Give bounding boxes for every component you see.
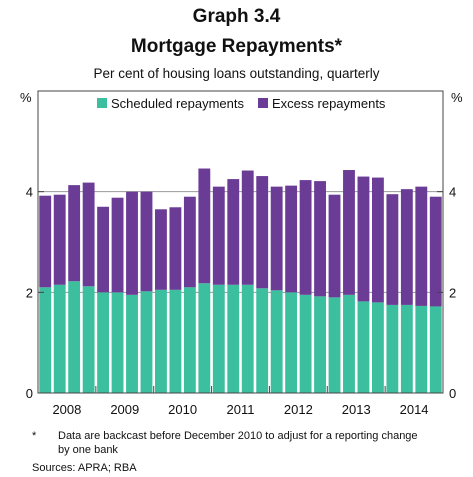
bar-scheduled [111, 292, 124, 393]
bar-scheduled [241, 284, 254, 393]
plot-frame [37, 90, 444, 394]
bar-scheduled [227, 284, 240, 393]
bar-excess [111, 197, 124, 293]
bar-excess [299, 180, 312, 295]
bar-scheduled [169, 289, 182, 393]
bar-scheduled [97, 292, 110, 393]
legend-swatch-scheduled [97, 98, 107, 108]
bar-scheduled [357, 301, 370, 393]
bar-excess [155, 209, 167, 290]
y-tick-label-right: 4 [449, 185, 456, 200]
bar-excess [343, 170, 355, 295]
bar-excess [39, 195, 52, 288]
bar-scheduled [415, 305, 428, 393]
bar-excess [371, 177, 384, 303]
bar-scheduled [371, 302, 384, 393]
footnote-marker: * [32, 430, 37, 442]
bar-scheduled [53, 284, 66, 393]
legend-label-excess: Excess repayments [272, 96, 386, 111]
bar-excess [183, 196, 196, 288]
bar-excess [169, 207, 182, 290]
bar-scheduled [270, 290, 283, 393]
bar-scheduled [198, 283, 211, 393]
y-tick-label-right: 2 [449, 285, 456, 300]
bar-excess [429, 196, 442, 307]
left-axis-unit: % [20, 90, 32, 105]
sources-note: Sources: APRA; RBA [32, 462, 137, 474]
bar-scheduled [82, 286, 95, 393]
bar-excess [328, 194, 341, 298]
bar-scheduled [126, 294, 138, 393]
bar-excess [126, 191, 138, 295]
bar-excess [97, 206, 110, 293]
bar-scheduled [429, 306, 442, 393]
bar-excess [400, 189, 413, 305]
y-tick-label-left: 2 [26, 285, 33, 300]
right-axis-unit: % [451, 90, 463, 105]
bar-excess [241, 170, 254, 285]
bar-excess [140, 191, 153, 292]
bar-excess [53, 194, 66, 285]
bar-excess [227, 179, 240, 285]
bar-excess [314, 181, 326, 297]
bar-scheduled [386, 304, 399, 393]
legend-swatch-excess [258, 98, 268, 108]
bar-scheduled [155, 289, 167, 393]
bar-excess [357, 176, 370, 302]
x-tick-label-year: 2008 [52, 402, 81, 417]
chart-title: Mortgage Repayments* [130, 36, 343, 57]
x-tick-label-year: 2012 [284, 402, 313, 417]
bar-scheduled [212, 284, 225, 393]
bar-excess [212, 186, 225, 285]
bar-scheduled [256, 288, 269, 393]
bar-scheduled [400, 304, 413, 393]
bar-excess [68, 185, 81, 282]
bar-excess [386, 194, 399, 305]
bar-scheduled [68, 281, 81, 393]
x-tick-label-year: 2010 [168, 402, 197, 417]
graph-number: Graph 3.4 [192, 6, 281, 27]
legend-label-scheduled: Scheduled repayments [111, 96, 244, 111]
bar-excess [82, 182, 95, 287]
bar-scheduled [140, 291, 153, 393]
y-tick-label-left: 4 [26, 185, 33, 200]
chart-subtitle: Per cent of housing loans outstanding, q… [93, 66, 380, 81]
bar-scheduled [328, 297, 341, 393]
x-tick-label-year: 2011 [227, 402, 255, 417]
bar-scheduled [285, 292, 298, 393]
bar-excess [415, 186, 428, 306]
bar-scheduled [183, 287, 196, 393]
bar-scheduled [39, 287, 52, 393]
y-tick-label-left: 0 [26, 386, 33, 401]
footnote-text: Data are backcast before December 2010 t… [58, 430, 418, 456]
x-tick-label-year: 2014 [400, 402, 429, 417]
x-tick-label-year: 2013 [342, 402, 371, 417]
bar-scheduled [299, 294, 312, 393]
bar-excess [256, 176, 269, 289]
bar-excess [270, 186, 283, 291]
x-tick-label-year: 2009 [110, 402, 139, 417]
bar-scheduled [314, 296, 326, 393]
y-tick-label-right: 0 [449, 386, 456, 401]
bar-excess [285, 185, 298, 293]
bar-excess [198, 168, 211, 284]
bar-scheduled [343, 294, 355, 393]
